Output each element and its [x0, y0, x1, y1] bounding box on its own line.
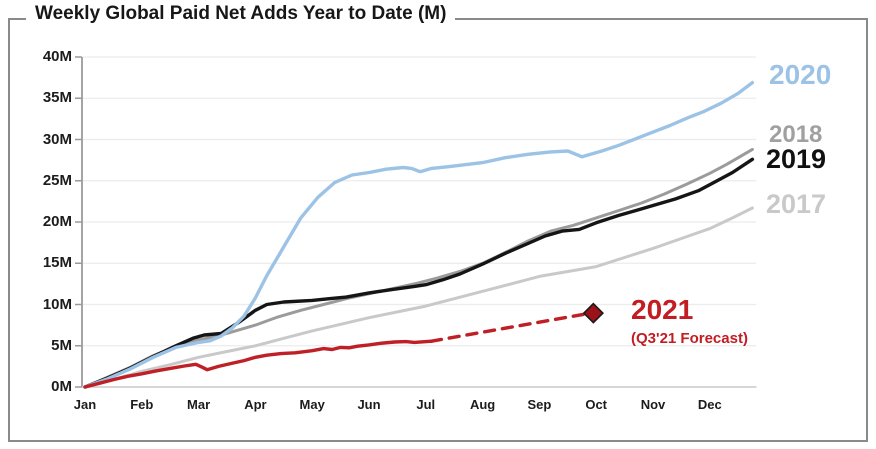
x-axis-tick-label: Aug — [469, 397, 496, 412]
x-axis-tick-label: Jun — [357, 397, 381, 412]
legend-2018: 2018 — [769, 121, 823, 148]
y-axis-tick-label: 30M — [42, 130, 72, 148]
y-axis-tick-label: 35M — [42, 89, 72, 107]
legend-2020: 2020 — [769, 59, 832, 90]
y-axis-tick-label: 40M — [42, 48, 72, 65]
series-line-2019 — [83, 157, 755, 389]
y-axis-tick-label: 15M — [42, 254, 72, 272]
series-line-2020 — [83, 80, 755, 389]
x-axis-tick-label: Feb — [130, 397, 154, 412]
x-axis-tick-label: Oct — [585, 397, 608, 412]
y-axis-tick-label: 5M — [51, 336, 72, 354]
y-axis-tick-label: 10M — [42, 295, 72, 313]
chart-title: Weekly Global Paid Net Adds Year to Date… — [26, 3, 456, 25]
series-line-2017 — [83, 206, 754, 389]
series-line-2021 — [83, 339, 434, 389]
x-axis-tick-label: Dec — [697, 397, 722, 412]
y-axis-tick-label: 25M — [42, 171, 72, 189]
x-axis-tick-label: Mar — [187, 397, 211, 412]
legend-2019: 2019 — [766, 144, 827, 174]
legend-2017: 2017 — [766, 189, 827, 219]
x-axis-tick-label: Sep — [527, 397, 552, 412]
forecast-note: (Q3'21 Forecast) — [631, 330, 748, 347]
x-axis-tick-label: Jan — [73, 397, 97, 412]
series-line-2018 — [83, 147, 754, 389]
y-axis-tick-label: 20M — [42, 213, 72, 230]
x-axis-tick-label: May — [299, 397, 325, 412]
x-axis-tick-label: Nov — [640, 397, 666, 412]
y-axis-tick-label: 0M — [51, 378, 72, 395]
x-axis-tick-label: Apr — [244, 397, 267, 412]
x-axis-tick-label: Jul — [416, 397, 436, 412]
legend-2021: 2021 — [631, 294, 694, 325]
forecast-dashed-line — [429, 311, 590, 343]
forecast-diamond-marker — [582, 302, 604, 324]
